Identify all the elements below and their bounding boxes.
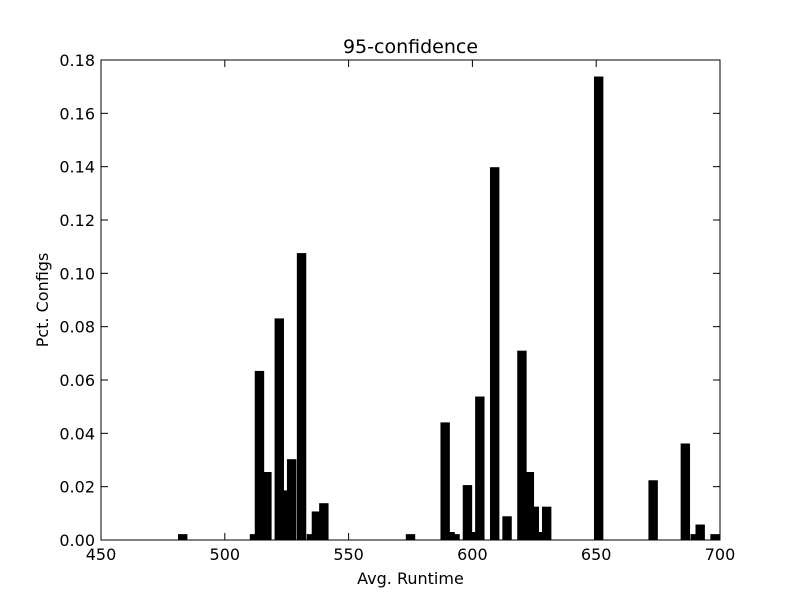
y-axis-label: Pct. Configs: [33, 253, 52, 348]
bar: [695, 524, 705, 540]
bar: [311, 511, 322, 540]
y-tick-label: 0.10: [59, 264, 95, 283]
bar: [502, 516, 512, 540]
y-tick-label: 0.08: [59, 318, 95, 337]
bar: [319, 503, 329, 540]
y-tick-label: 0.04: [59, 424, 95, 443]
x-tick-label: 600: [457, 545, 488, 564]
bar: [680, 443, 691, 540]
x-tick-label: 500: [210, 545, 241, 564]
bar: [440, 422, 450, 540]
bar: [445, 532, 455, 540]
bar: [541, 506, 552, 540]
bar: [274, 318, 284, 540]
bar: [529, 506, 540, 540]
y-tick-label: 0.14: [59, 158, 95, 177]
y-tick-label: 0.06: [59, 371, 95, 390]
bars-layer: [178, 76, 720, 540]
bar: [710, 534, 720, 540]
bar: [462, 485, 473, 540]
y-tick-label: 0.12: [59, 211, 95, 230]
x-tick-label: 550: [333, 545, 364, 564]
x-tick-label: 450: [86, 545, 117, 564]
bar: [524, 472, 535, 540]
bar: [450, 534, 460, 540]
bar: [249, 534, 260, 540]
axes-frame: [100, 59, 721, 541]
y-tick-label: 0.18: [59, 51, 95, 70]
bar: [286, 459, 297, 540]
bar: [306, 534, 317, 540]
x-axis-label: Avg. Runtime: [357, 569, 464, 588]
y-tick-label: 0.00: [59, 531, 95, 550]
bar: [489, 167, 500, 540]
y-tick-label: 0.02: [59, 478, 95, 497]
x-tick-label: 700: [705, 545, 736, 564]
bar: [534, 532, 544, 540]
bar: [178, 534, 188, 540]
bar: [296, 253, 307, 540]
x-tick-label: 650: [581, 545, 612, 564]
bar: [593, 76, 604, 540]
bar: [262, 472, 272, 540]
ticks-layer: 450 500 550 600 650 700 0.00 0.02 0.04 0.06 0.08 0.…: [59, 51, 735, 564]
bar: [405, 534, 416, 540]
bar: [254, 370, 265, 540]
chart-title: 95-confidence: [343, 36, 478, 58]
bar: [517, 350, 527, 540]
bar: [690, 534, 700, 540]
bar: [475, 396, 485, 540]
y-tick-label: 0.16: [59, 104, 95, 123]
bar: [282, 490, 292, 540]
bar: [648, 480, 658, 540]
